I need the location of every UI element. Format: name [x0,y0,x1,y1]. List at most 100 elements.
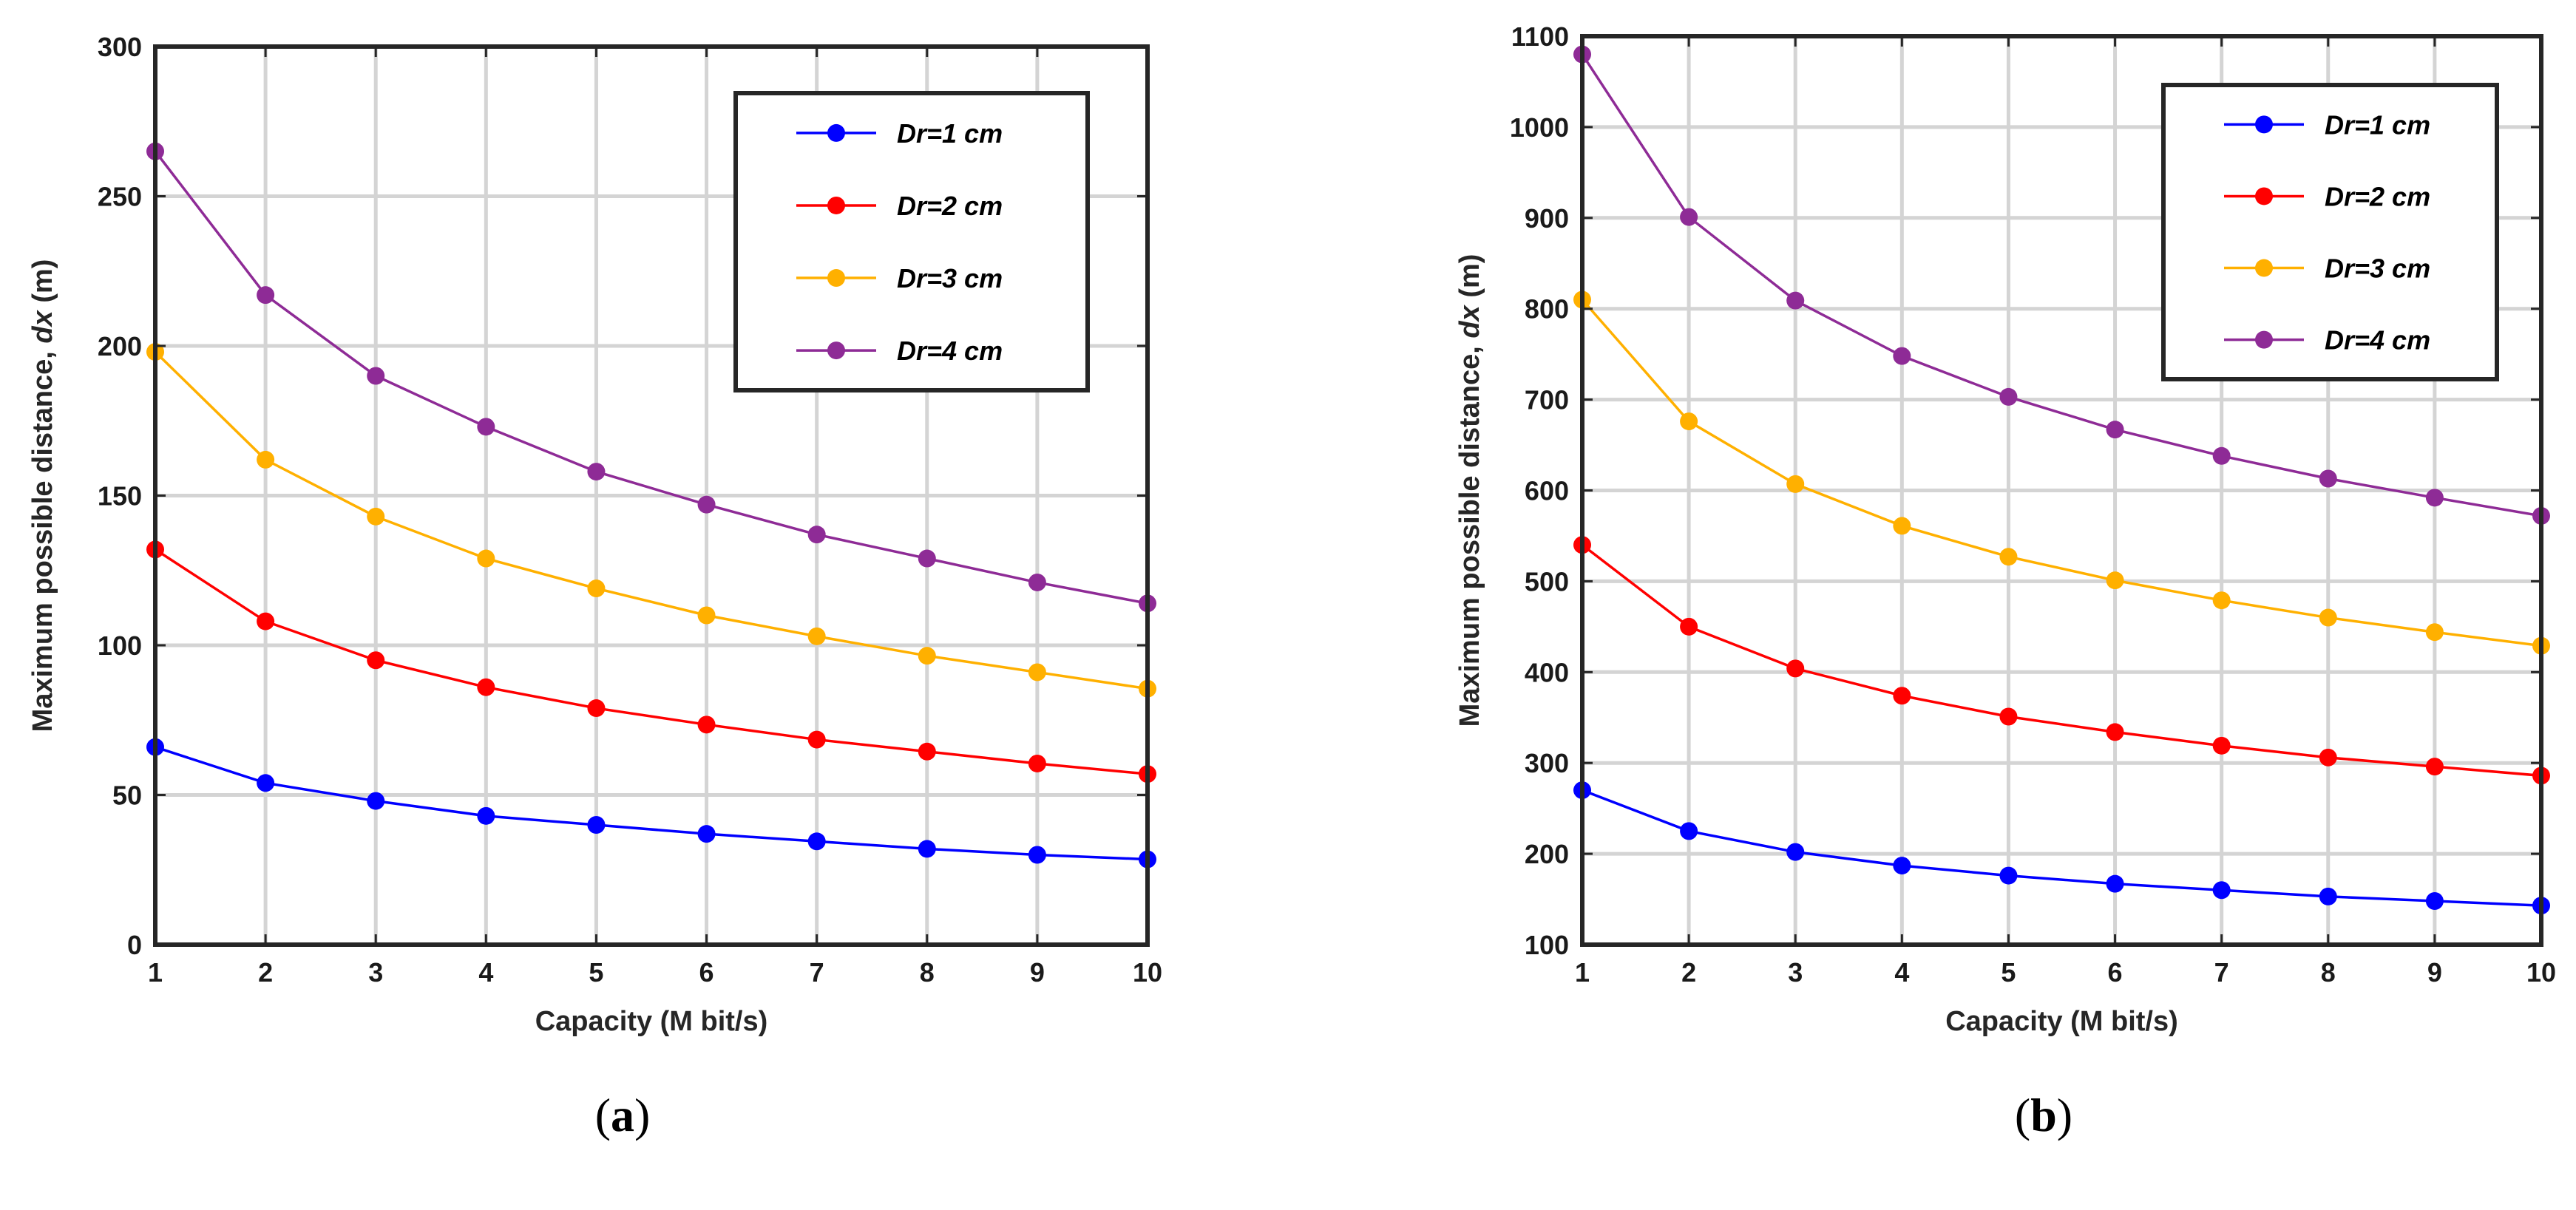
y-tick-label: 200 [1525,839,1569,869]
panel-label-letter: b [2030,1089,2057,1141]
y-axis-title-prefix: Maximum possible distance, [1454,339,1485,727]
x-tick-label: 10 [1133,957,1162,988]
data-point [918,549,936,568]
series-line-4 [154,150,1148,605]
data-point [1786,291,1805,310]
x-tick-label: 2 [258,957,273,988]
x-tick-label: 4 [1894,957,1909,988]
legend-label-4: Dr=4 cm [2325,325,2430,356]
x-axis-title: Capacity (M bit/s) [1945,1006,2178,1037]
data-point [918,647,936,665]
y-tick-label: 500 [1525,566,1569,596]
data-point [1999,866,2018,885]
data-point [477,678,495,696]
y-axis-title-unit: (m) [1454,254,1485,306]
legend-label-3: Dr=3 cm [897,263,1003,293]
data-point [367,507,385,526]
data-point [367,651,385,670]
data-point [2319,887,2337,905]
legend: Dr=1 cm Dr=2 cm Dr=3 cm Dr=4 cm [2161,83,2499,381]
x-tick-label: 10 [2526,957,2556,988]
data-point [587,463,606,481]
data-point [1893,347,1911,365]
y-tick-label: 1100 [1511,21,1569,52]
y-tick-label: 150 [98,481,142,511]
y-axis-title-prefix: Maximum possible distance, [27,344,58,733]
data-point [697,606,716,625]
y-tick-label: 800 [1525,294,1569,324]
panel-label-open: ( [595,1089,611,1141]
y-tick-label: 250 [98,182,142,212]
legend-label-1: Dr=1 cm [2325,109,2430,140]
y-tick-label: 200 [98,331,142,361]
x-tick-label: 3 [1788,957,1803,988]
legend-label-1: Dr=1 cm [897,118,1003,149]
y-tick-label: 700 [1525,385,1569,415]
data-point [2106,723,2124,741]
series-line-2 [155,548,1148,775]
panel-label-close: ) [2057,1089,2072,1141]
y-tick-label: 100 [1525,930,1569,960]
data-point [807,730,826,749]
data-point [1680,617,1698,636]
data-point [2212,736,2231,755]
y-axis-title-variable: dx [1454,304,1485,338]
series-line-3 [154,350,1148,690]
data-point [1999,548,2018,566]
data-point [1028,663,1046,682]
y-tick-label: 300 [98,32,142,62]
legend-marker-3 [827,269,845,288]
panel-label-open: ( [2015,1089,2030,1141]
data-point [2212,591,2231,610]
x-axis-title: Capacity (M bit/s) [535,1006,768,1037]
x-tick-label: 7 [2214,957,2229,988]
y-axis-title: Maximum possible distance, dx (m) [27,259,58,733]
legend-marker-2 [2255,187,2273,205]
data-point [1028,754,1046,772]
data-point [2319,469,2337,488]
data-point [1680,822,1698,840]
data-point [2425,892,2444,911]
x-tick-label: 6 [699,957,714,988]
data-point [1680,208,1698,226]
series-line-3 [1581,299,2542,648]
x-tick-label: 9 [1030,957,1045,988]
chart-panel-b: 1 2 3 4 5 6 7 8 9 10 100 200 300 400 500 600 700 800 900 10… [1454,21,2556,1141]
data-point [2319,748,2337,767]
x-tick-label: 8 [920,957,935,988]
x-tick-label: 9 [2427,957,2442,988]
data-point [2319,608,2337,627]
legend-label-2: Dr=2 cm [897,191,1003,221]
data-point [697,716,716,734]
data-point [587,579,606,598]
x-tick-label: 7 [810,957,824,988]
y-tick-label: 300 [1525,748,1569,778]
legend-label-3: Dr=3 cm [2325,254,2430,284]
series-line-1 [1582,789,2542,907]
data-point [2106,421,2124,439]
x-tick-label: 1 [1575,957,1590,988]
data-point [697,825,716,843]
data-point [477,806,495,825]
y-axis-title-variable: dx [27,309,58,343]
data-point [587,699,606,718]
x-tick-label: 1 [148,957,163,988]
x-tick-label: 8 [2321,957,2336,988]
legend-marker-4 [2255,330,2273,349]
data-point [257,612,275,631]
legend-marker-1 [2255,115,2273,134]
panel-label-close: ) [634,1089,650,1141]
data-point [807,627,826,645]
series-line-2 [1581,543,2542,778]
y-tick-label: 400 [1525,657,1569,687]
y-tick-label: 0 [127,930,142,960]
data-point [1680,412,1698,431]
legend-marker-3 [2255,259,2273,277]
data-point [1786,843,1805,861]
data-point [587,816,606,834]
data-point [1028,846,1046,864]
y-axis-title: Maximum possible distance, dx (m) [1454,254,1485,727]
data-point [2212,446,2231,465]
